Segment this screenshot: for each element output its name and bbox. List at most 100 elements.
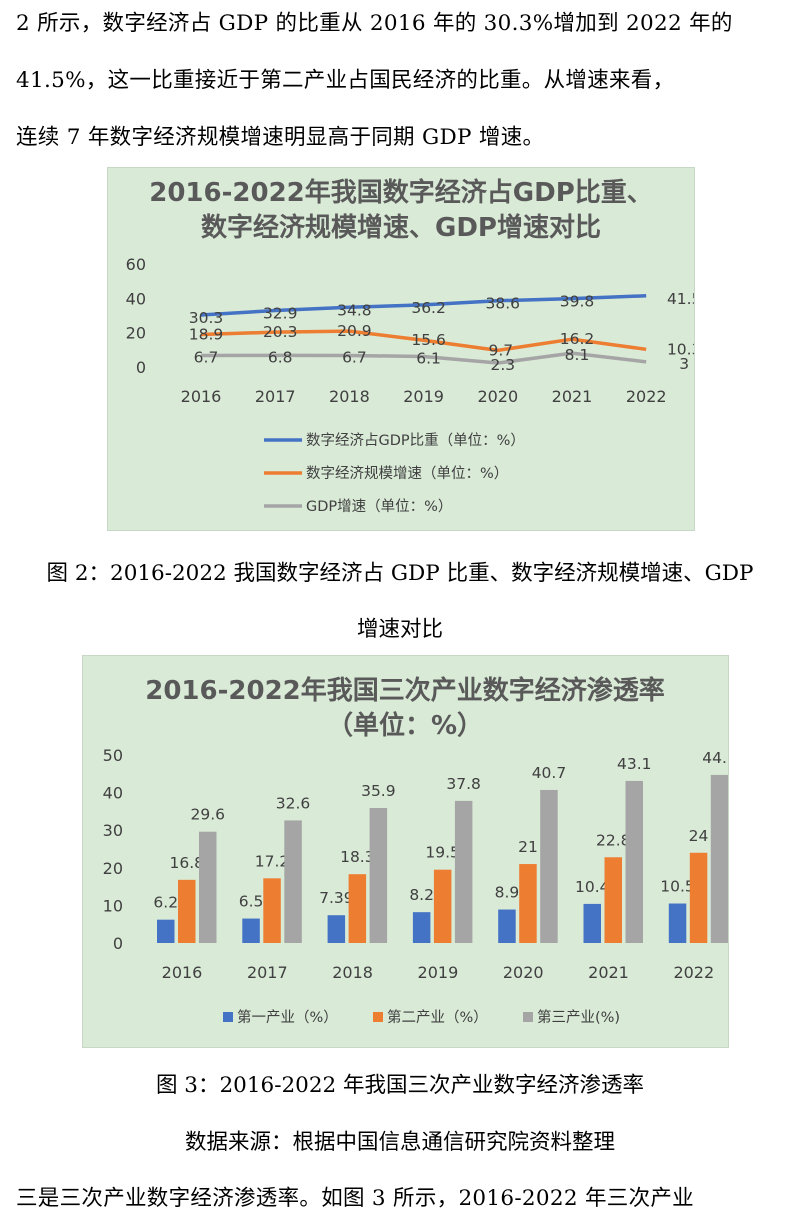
figure-2-caption-cont: 增速对比 <box>356 617 443 642</box>
data-label: 34.8 <box>337 301 372 319</box>
data-label: 15.6 <box>411 331 446 349</box>
series-line-1 <box>200 294 647 317</box>
bar-1 <box>242 918 260 943</box>
x-tick-label: 2016 <box>162 963 203 982</box>
paragraph-line-3: 连续 7 年数字经济规模增速明显高于同期 GDP 增速。 <box>16 125 545 150</box>
legend-swatch-2 <box>373 1012 383 1022</box>
legend-swatch-3 <box>523 1012 533 1022</box>
data-label: 37.8 <box>446 775 481 793</box>
data-label: 36.2 <box>411 299 446 317</box>
data-label: 16.8 <box>169 854 204 872</box>
data-label: 6.8 <box>268 348 293 366</box>
data-label: 39.8 <box>560 293 595 311</box>
data-label: 32.6 <box>276 794 311 812</box>
chart-title: 2016-2022年我国三次产业数字经济渗透率 <box>145 675 665 706</box>
data-label: 9.7 <box>488 341 513 359</box>
x-tick-label: 2021 <box>552 387 593 406</box>
x-tick-label: 2019 <box>418 963 459 982</box>
legend-label: 第三产业(%) <box>537 1008 620 1026</box>
x-tick-label: 2016 <box>181 387 222 406</box>
x-tick-label: 2019 <box>403 387 444 406</box>
paragraph-line-1: 2 所示，数字经济占 GDP 的比重从 2016 年的 30.3%增加到 202… <box>16 11 733 36</box>
legend-swatch-1 <box>223 1012 233 1022</box>
bar-chart: 2016-2022年我国三次产业数字经济渗透率 （单位：%） 0 10 20 30 40 50… <box>82 655 729 1048</box>
x-tick-label: 2017 <box>255 387 296 406</box>
y-tick-label: 40 <box>126 289 146 308</box>
data-label: 8.9 <box>495 884 520 902</box>
bar-2 <box>519 864 537 943</box>
data-label: 10.4 <box>575 878 610 896</box>
y-tick-label: 10 <box>103 896 123 915</box>
legend-label: 数字经济规模增速（单位：%） <box>306 465 508 482</box>
data-label: 30.3 <box>189 309 224 327</box>
x-tick-label: 2018 <box>332 963 373 982</box>
bar-2 <box>348 874 367 943</box>
data-label: 32.9 <box>263 305 298 323</box>
bar-1 <box>327 915 346 943</box>
paragraph-line-last: 三是三次产业数字经济渗透率。如图 3 所示，2016-2022 年三次产业 <box>16 1186 694 1211</box>
bar-3 <box>710 774 728 943</box>
data-label: 18.3 <box>340 848 375 866</box>
data-label: 40.7 <box>532 764 567 782</box>
bar-3 <box>199 831 217 943</box>
y-tick-label: 0 <box>136 358 146 377</box>
line-chart-svg: 2016-2022年我国数字经济占GDP比重、数字经济规模增速、GDP增速对比 0… <box>126 177 694 515</box>
x-tick-label: 2022 <box>673 963 714 982</box>
data-label: 35.9 <box>361 782 396 800</box>
bar-1 <box>157 919 175 943</box>
chart-subtitle: （单位：%） <box>327 710 483 741</box>
data-label: 24 <box>689 827 709 845</box>
bar-chart-svg: 2016-2022年我国三次产业数字经济渗透率 （单位：%） 0 10 20 30 40 50… <box>103 675 728 1026</box>
bar-1 <box>583 903 601 943</box>
data-label: 19.5 <box>425 844 460 862</box>
data-label: 6.2 <box>153 894 178 912</box>
data-label: 20.3 <box>263 323 298 341</box>
data-label: 7.39 <box>319 889 354 907</box>
y-tick-label: 60 <box>126 255 146 274</box>
bar-2 <box>263 878 281 943</box>
y-tick-label: 20 <box>103 859 123 878</box>
bar-3 <box>454 800 473 943</box>
data-label: 21 <box>518 838 538 856</box>
data-label: 41.5 <box>667 290 694 308</box>
series-line-2 <box>200 329 647 353</box>
data-label: 2.3 <box>490 356 515 374</box>
paragraph-line-2: 41.5%，这一比重接近于第二产业占国民经济的比重。从增速来看， <box>16 68 675 93</box>
data-label: 8.1 <box>565 346 590 364</box>
data-label: 3 <box>679 355 689 373</box>
y-tick-label: 50 <box>103 746 123 765</box>
data-label: 18.9 <box>189 326 224 344</box>
data-label: 17.2 <box>255 852 290 870</box>
bar-3 <box>369 808 388 943</box>
chart-title: 2016-2022年我国数字经济占GDP比重、 <box>149 177 653 208</box>
figure-3-caption: 图 3：2016-2022 年我国三次产业数字经济渗透率 <box>155 1073 645 1098</box>
legend-label: 数字经济占GDP比重（单位：%） <box>306 432 525 449</box>
bar-1 <box>412 912 431 943</box>
data-label: 44.7 <box>702 749 728 767</box>
legend-label: 第二产业（%） <box>387 1008 488 1026</box>
data-label: 8.2 <box>409 886 434 904</box>
bar-3 <box>284 820 302 943</box>
bar-2 <box>689 852 708 943</box>
y-tick-label: 40 <box>103 784 123 803</box>
legend-label: GDP增速（单位：%） <box>306 498 452 515</box>
series-line-3 <box>200 351 647 365</box>
data-label: 16.2 <box>560 330 595 348</box>
data-label: 10.5 <box>660 878 695 896</box>
data-label: 6.7 <box>194 348 219 366</box>
x-tick-label: 2022 <box>626 387 667 406</box>
bar-2 <box>433 869 452 943</box>
bar-1 <box>498 909 516 943</box>
x-tick-label: 2020 <box>503 963 544 982</box>
x-tick-label: 2017 <box>247 963 288 982</box>
x-tick-label: 2018 <box>329 387 370 406</box>
bar-3 <box>540 789 558 943</box>
figure-2-caption: 图 2：2016-2022 我国数字经济占 GDP 比重、数字经济规模增速、GD… <box>46 561 754 586</box>
y-tick-label: 30 <box>103 821 123 840</box>
x-tick-label: 2021 <box>588 963 629 982</box>
bar-2 <box>178 879 196 943</box>
data-label: 6.1 <box>416 350 441 368</box>
y-tick-label: 20 <box>126 324 146 343</box>
data-label: 6.7 <box>342 348 367 366</box>
legend-label: 第一产业（%） <box>237 1008 338 1026</box>
